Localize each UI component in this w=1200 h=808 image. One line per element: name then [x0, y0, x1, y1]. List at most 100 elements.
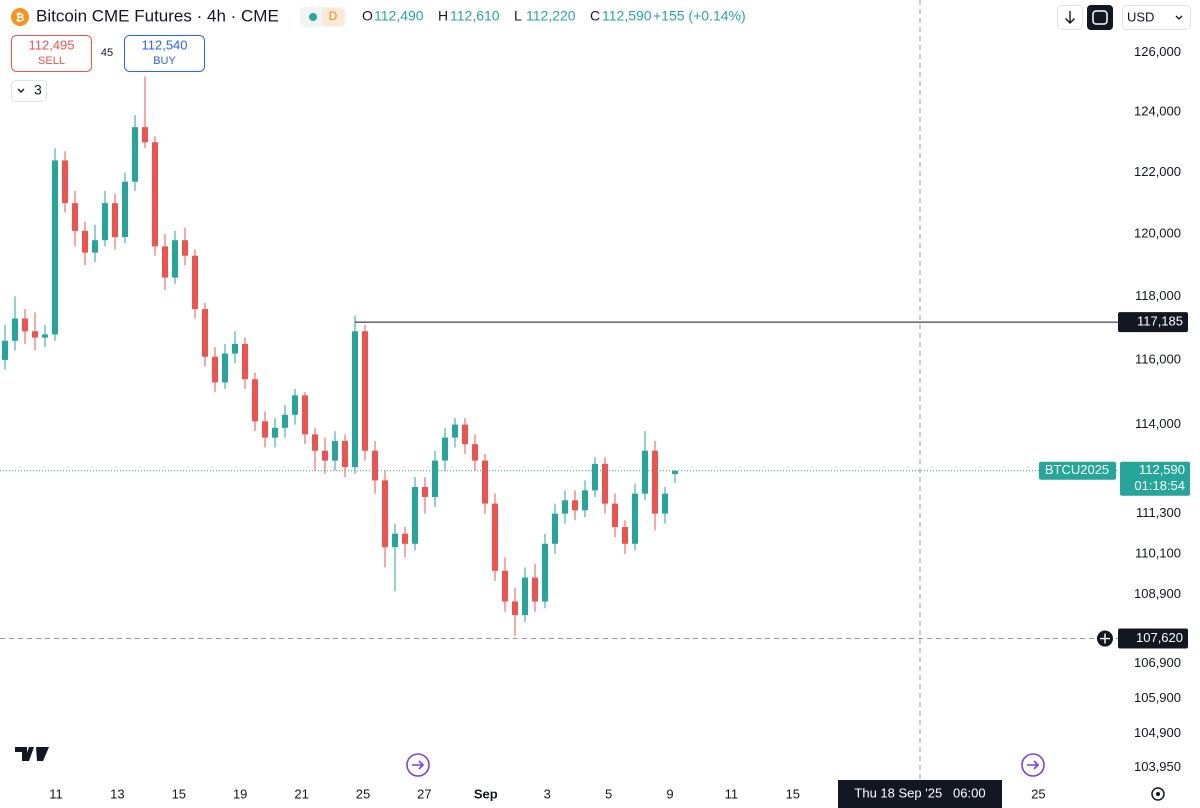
candle-body: [342, 440, 348, 468]
ohlc-value: 112,490: [374, 8, 424, 24]
candle-body: [122, 181, 128, 238]
candle-body: [612, 503, 618, 528]
candle-body: [662, 493, 668, 514]
x-tick-label: 25: [356, 786, 370, 801]
candle-body: [282, 414, 288, 428]
candle-body: [622, 527, 628, 544]
symbol-label-box: [1039, 461, 1116, 480]
candle-body: [352, 331, 358, 468]
candle-body: [42, 334, 48, 338]
sell-button[interactable]: [11, 35, 92, 72]
candle-body: [302, 395, 308, 435]
x-tick-label: 11: [49, 786, 63, 801]
crosshair-time-label: Thu 18 Sep '25 06:00: [854, 785, 985, 800]
buy-price: 112,540: [141, 37, 187, 52]
candle-body: [262, 421, 268, 438]
indicator-count: 3: [34, 82, 42, 98]
ohlc-label: H: [438, 8, 448, 24]
chevron-icon: [17, 88, 25, 93]
candle-body: [642, 450, 648, 494]
candle-body: [402, 533, 408, 544]
candle-body: [52, 160, 58, 335]
y-tick-label: 105,900: [1134, 690, 1181, 705]
plot-layer: 126,000 124,000 122,000 120,000 118,000 116,0…: [49, 0, 1181, 801]
x-tick-label: Sep: [474, 786, 498, 801]
y-tick-label: 126,000: [1134, 44, 1181, 59]
candle-body: [12, 318, 18, 341]
candle-body: [562, 500, 568, 514]
candle-body: [242, 343, 248, 380]
ohlc-label: L: [514, 8, 522, 24]
spread: 45: [101, 47, 113, 59]
candle-body: [162, 246, 168, 278]
candle-body: [132, 127, 138, 182]
settings-button[interactable]: [1151, 787, 1165, 801]
candle-body: [382, 480, 388, 548]
price-label: 117,185: [1137, 314, 1183, 329]
fullscreen-button[interactable]: [1087, 5, 1113, 30]
x-tick-label: 5: [605, 786, 612, 801]
crosshair-price-label: 107,620: [1136, 630, 1183, 645]
x-tick-label: 3: [544, 786, 551, 801]
candle-body: [632, 493, 638, 544]
ohlc-value: 112,610: [450, 8, 500, 24]
candle-body: [422, 487, 428, 497]
arrow-down-icon: [1065, 11, 1075, 24]
symbol-label: BTCU2025: [1045, 462, 1109, 477]
candle-body: [82, 230, 88, 253]
candle-body: [182, 240, 188, 256]
symbol-logo: [11, 8, 29, 26]
market-status-dot: [309, 13, 317, 21]
plus-icon: [1100, 633, 1110, 644]
candle-body: [102, 203, 108, 241]
candle-body: [172, 240, 178, 278]
candle-body: [332, 440, 338, 461]
countdown: 01:18:54: [1134, 478, 1185, 493]
candle-body: [362, 331, 368, 451]
y-tick-label: 108,900: [1134, 586, 1181, 601]
currency-select[interactable]: [1122, 5, 1191, 30]
symbol-title[interactable]: Bitcoin CME Futures · 4h · CME: [36, 6, 279, 25]
x-tick-label: 21: [294, 786, 308, 801]
candle-body: [502, 570, 508, 602]
candle-body: [292, 395, 298, 415]
ohlc-label: O: [362, 8, 373, 24]
candle-body: [222, 353, 228, 383]
candle-body: [592, 463, 598, 491]
crosshair-time-box: [838, 780, 1002, 808]
buy-button[interactable]: [124, 35, 205, 72]
event-icon: [1027, 760, 1040, 770]
candle-body: [272, 427, 278, 438]
x-tick-label: 15: [172, 786, 186, 801]
sell-label: SELL: [38, 55, 65, 67]
y-tick-label: 106,900: [1134, 655, 1181, 670]
x-tick-label: 13: [110, 786, 124, 801]
y-tick-label: 104,900: [1134, 725, 1181, 740]
candle-body: [582, 490, 588, 511]
event-icon: [412, 760, 425, 770]
tradingview-logo[interactable]: [15, 747, 49, 761]
candle-body: [152, 142, 158, 247]
x-tick-label: 19: [233, 786, 247, 801]
candle-body: [532, 577, 538, 602]
x-tick-label: 9: [666, 786, 673, 801]
y-tick-label: 110,100: [1135, 545, 1181, 560]
last-price-label: 112,590: [1139, 462, 1185, 477]
candle-body: [672, 470, 678, 475]
candle-body: [72, 203, 78, 231]
candle-body: [192, 255, 198, 310]
candle-body: [392, 533, 398, 548]
indicators-toggle[interactable]: [11, 80, 47, 102]
candle-body: [142, 127, 148, 143]
settings-icon: [1156, 792, 1160, 796]
candle-body: [542, 543, 548, 602]
last-price-box: [1120, 461, 1190, 496]
ohlc-header: O 112,490 H 112,610 L 112,220 C 112,590 +155 (+0…: [362, 8, 746, 24]
candle-body: [232, 343, 238, 354]
candle-body: [472, 444, 478, 461]
crosshair-price-box: [1118, 628, 1188, 649]
candle-body: [492, 503, 498, 571]
y-tick-label: 122,000: [1134, 164, 1181, 179]
